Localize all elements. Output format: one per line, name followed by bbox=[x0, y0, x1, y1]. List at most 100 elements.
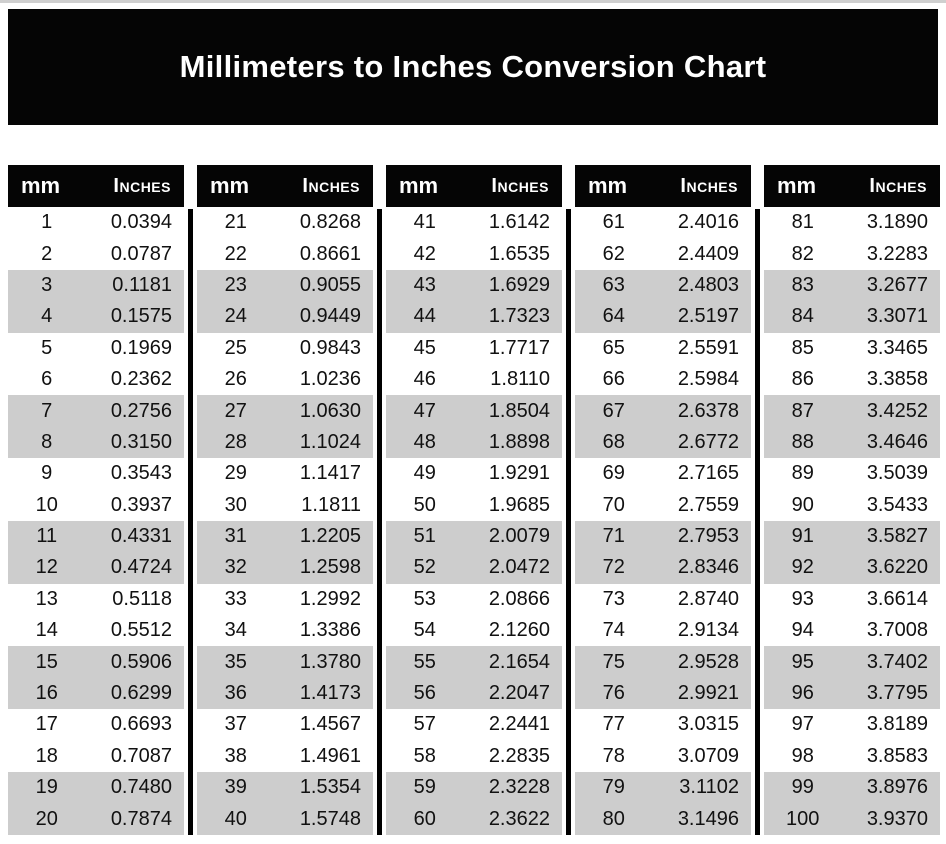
mm-value: 29 bbox=[224, 462, 247, 485]
inches-value: 3.6220 bbox=[866, 556, 928, 579]
mm-value: 86 bbox=[791, 368, 814, 391]
inches-value: 0.3150 bbox=[110, 430, 172, 453]
mm-value: 90 bbox=[791, 493, 814, 516]
table-row: 48 1.8898 bbox=[386, 426, 562, 459]
inches-value: 1.1417 bbox=[299, 462, 361, 485]
inches-value: 0.7874 bbox=[110, 807, 172, 830]
table-row: 1 0.0394 bbox=[8, 207, 184, 238]
table-divider bbox=[566, 209, 571, 835]
inches-value: 0.0394 bbox=[110, 211, 172, 234]
table-row: 32 1.2598 bbox=[197, 552, 373, 584]
mm-value: 64 bbox=[602, 305, 625, 328]
mm-value: 12 bbox=[35, 556, 58, 579]
inches-value: 3.2283 bbox=[866, 242, 928, 265]
mm-value: 62 bbox=[602, 242, 625, 265]
mm-value: 15 bbox=[35, 650, 58, 673]
inches-value: 2.3622 bbox=[488, 807, 550, 830]
table-row: 4 0.1575 bbox=[8, 301, 184, 333]
table-row: 6 0.2362 bbox=[8, 364, 184, 395]
inches-value: 2.7953 bbox=[677, 525, 739, 548]
mm-value: 81 bbox=[791, 211, 814, 234]
mm-value: 89 bbox=[791, 462, 814, 485]
inches-value: 1.8110 bbox=[490, 368, 550, 391]
mm-value: 48 bbox=[413, 430, 436, 453]
inches-value: 1.5748 bbox=[299, 807, 361, 830]
mm-value: 60 bbox=[413, 807, 436, 830]
table-header: mm Inches bbox=[8, 165, 184, 207]
inches-value: 2.9921 bbox=[677, 682, 739, 705]
table-row: 96 3.7795 bbox=[764, 677, 940, 710]
mm-value: 91 bbox=[791, 525, 814, 548]
table-row: 5 0.1969 bbox=[8, 333, 184, 364]
mm-value: 66 bbox=[602, 368, 625, 391]
mm-value: 3 bbox=[41, 273, 53, 296]
mm-value: 9 bbox=[41, 462, 53, 485]
mm-value: 68 bbox=[602, 430, 625, 453]
mm-value: 77 bbox=[602, 713, 625, 736]
table-row: 97 3.8189 bbox=[764, 709, 940, 740]
table-row: 81 3.1890 bbox=[764, 207, 940, 238]
table-divider bbox=[755, 209, 760, 835]
mm-header-label: mm bbox=[777, 173, 817, 198]
table-row: 49 1.9291 bbox=[386, 458, 562, 489]
table-row: 66 2.5984 bbox=[575, 364, 751, 395]
table-row: 64 2.5197 bbox=[575, 301, 751, 333]
mm-value: 87 bbox=[791, 399, 814, 422]
table-row: 21 0.8268 bbox=[197, 207, 373, 238]
inches-value: 1.3386 bbox=[299, 619, 361, 642]
table-row: 87 3.4252 bbox=[764, 395, 940, 427]
inches-value: 3.3858 bbox=[866, 368, 928, 391]
table-row: 60 2.3622 bbox=[386, 803, 562, 835]
mm-value: 54 bbox=[413, 619, 436, 642]
mm-value: 53 bbox=[413, 587, 436, 610]
table-row: 33 1.2992 bbox=[197, 584, 373, 615]
table-row: 52 2.0472 bbox=[386, 552, 562, 584]
inches-value: 3.5433 bbox=[866, 493, 928, 516]
mm-value: 93 bbox=[791, 587, 814, 610]
table-body: 1 0.0394 2 0.0787 3 0.1181 4 0.1575 5 0.1969 6 0.23… bbox=[8, 207, 184, 835]
table-row: 37 1.4567 bbox=[197, 709, 373, 740]
inches-value: 1.3780 bbox=[299, 650, 361, 673]
table-row: 76 2.9921 bbox=[575, 677, 751, 710]
table-row: 20 0.7874 bbox=[8, 803, 184, 835]
table-row: 82 3.2283 bbox=[764, 238, 940, 269]
inches-value: 2.2835 bbox=[488, 744, 550, 767]
mm-value: 41 bbox=[413, 211, 436, 234]
table-row: 99 3.8976 bbox=[764, 772, 940, 804]
table-row: 45 1.7717 bbox=[386, 333, 562, 364]
table-row: 77 3.0315 bbox=[575, 709, 751, 740]
mm-value: 61 bbox=[602, 211, 625, 234]
table-row: 31 1.2205 bbox=[197, 520, 373, 553]
mm-value: 11 bbox=[36, 525, 58, 548]
mm-value: 92 bbox=[791, 556, 814, 579]
mm-value: 47 bbox=[413, 399, 436, 422]
table-row: 25 0.9843 bbox=[197, 333, 373, 364]
mm-value: 32 bbox=[224, 556, 247, 579]
inches-value: 3.4252 bbox=[866, 399, 928, 422]
title-banner: Millimeters to Inches Conversion Chart bbox=[8, 9, 938, 125]
inches-value: 2.1260 bbox=[488, 619, 550, 642]
table-row: 61 2.4016 bbox=[575, 207, 751, 238]
table-row: 17 0.6693 bbox=[8, 709, 184, 740]
inches-value: 2.7559 bbox=[677, 493, 739, 516]
inches-header-label: Inches bbox=[113, 174, 171, 197]
mm-value: 25 bbox=[224, 336, 247, 359]
inches-value: 2.4803 bbox=[677, 273, 739, 296]
table-row: 42 1.6535 bbox=[386, 238, 562, 269]
table-row: 80 3.1496 bbox=[575, 803, 751, 835]
inches-value: 0.5118 bbox=[112, 587, 172, 610]
inches-value: 1.1024 bbox=[299, 430, 361, 453]
inches-value: 3.1890 bbox=[866, 211, 928, 234]
mm-value: 82 bbox=[791, 242, 814, 265]
inches-value: 0.5512 bbox=[110, 619, 172, 642]
tables-container: mm Inches 1 0.0394 2 0.0787 3 0.1181 4 0.1575 5 0… bbox=[8, 165, 940, 835]
inches-value: 2.7165 bbox=[677, 462, 739, 485]
inches-value: 1.2205 bbox=[299, 525, 361, 548]
inches-value: 0.9449 bbox=[299, 305, 361, 328]
table-row: 79 3.1102 bbox=[575, 772, 751, 804]
inches-value: 1.2992 bbox=[299, 587, 361, 610]
mm-value: 37 bbox=[224, 713, 247, 736]
mm-value: 84 bbox=[791, 305, 814, 328]
mm-value: 95 bbox=[791, 650, 814, 673]
page-title: Millimeters to Inches Conversion Chart bbox=[179, 49, 767, 84]
